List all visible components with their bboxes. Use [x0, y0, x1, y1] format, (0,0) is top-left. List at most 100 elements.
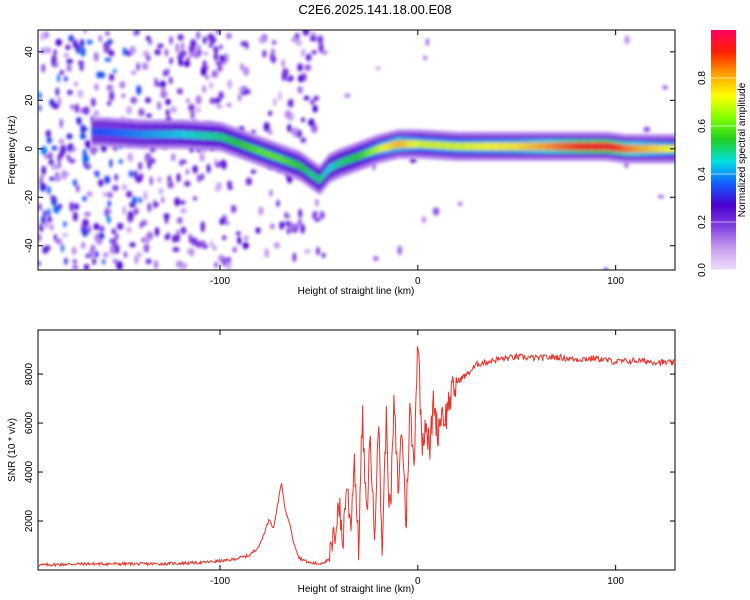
noise-speckle — [106, 84, 114, 91]
colorbar-cell — [711, 226, 736, 228]
noise-speckle — [662, 85, 668, 90]
ridge-cell — [432, 140, 434, 149]
noise-speckle — [344, 93, 351, 98]
colorbar-cell — [711, 127, 736, 129]
colorbar-cell — [711, 153, 736, 155]
ridge-cell — [594, 142, 597, 151]
ridge-cell — [299, 161, 301, 170]
colorbar-cell — [711, 141, 736, 143]
colorbar-cell — [711, 126, 736, 128]
noise-speckle — [319, 210, 325, 220]
noise-speckle — [240, 63, 244, 71]
ridge-cell — [443, 141, 446, 150]
colorbar-cell — [711, 84, 736, 86]
ridge-cell — [483, 142, 485, 151]
noise-speckle — [86, 39, 93, 45]
colorbar-cell — [711, 58, 736, 60]
ridge-cell — [434, 141, 436, 149]
ridge-cell — [542, 142, 545, 151]
ridge-cell — [168, 130, 171, 139]
noise-speckle — [164, 48, 168, 57]
ridge-cell — [499, 142, 502, 151]
colorbar-cell — [711, 147, 736, 149]
ridge-cell — [515, 142, 517, 151]
noise-speckle — [57, 96, 61, 106]
noise-speckle — [38, 105, 42, 111]
noise-speckle — [240, 40, 247, 47]
ridge-cell — [316, 175, 319, 183]
colorbar-cell — [711, 108, 736, 110]
noise-speckle — [281, 71, 287, 81]
noise-speckle — [225, 221, 230, 226]
ridge-cell — [189, 130, 192, 139]
noise-speckle — [102, 259, 106, 265]
noise-speckle — [104, 175, 111, 184]
noise-speckle — [115, 233, 119, 240]
noise-speckle — [310, 99, 315, 105]
ridge-cell — [537, 142, 540, 151]
ridge-cell — [548, 142, 550, 151]
noise-speckle — [38, 233, 42, 242]
ridge-cell — [534, 142, 536, 151]
ridge-cell — [133, 129, 135, 138]
noise-speckle — [316, 246, 320, 256]
colorbar-cell — [711, 140, 736, 142]
ridge-cell — [408, 140, 410, 148]
colorbar-cell — [711, 76, 736, 78]
colorbar-cell — [711, 122, 736, 124]
ridge-cell — [225, 134, 228, 143]
ridge-cell — [613, 143, 616, 152]
ridge-cell — [345, 157, 347, 165]
ridge-cell — [169, 130, 172, 139]
spectrogram-y-ticks: -40 -20 0 20 40 — [24, 46, 675, 253]
ridge-cell — [166, 130, 168, 139]
ridge-cell — [442, 141, 445, 150]
noise-speckle — [50, 223, 54, 231]
noise-speckle — [321, 50, 328, 56]
spectrogram-y-axis-label: Frequency (Hz) — [7, 116, 18, 185]
noise-speckle — [62, 232, 68, 237]
noise-speckle — [119, 81, 126, 89]
ridge-cell — [358, 152, 361, 160]
colorbar-cell — [711, 253, 736, 255]
colorbar-cell — [711, 83, 736, 85]
ridge-cell — [174, 130, 177, 139]
colorbar-cell — [711, 92, 736, 94]
colorbar-cell — [711, 103, 736, 105]
colorbar-cell — [711, 186, 736, 188]
ridge-cell — [586, 142, 588, 151]
ridge-cell — [161, 130, 163, 139]
noise-speckle — [170, 106, 177, 114]
noise-speckle — [129, 45, 136, 55]
ridge-cell — [106, 128, 109, 137]
ridge-cell — [236, 138, 238, 147]
ridge-cell — [206, 132, 209, 140]
noise-speckle — [270, 48, 275, 56]
colorbar-cell — [711, 185, 736, 187]
ridge-cell — [327, 165, 330, 174]
ridge-cell — [484, 142, 486, 151]
noise-speckle — [271, 55, 277, 64]
ridge-cell — [525, 142, 528, 151]
colorbar-cell — [711, 41, 736, 43]
colorbar-cell — [711, 206, 736, 208]
ridge-cell — [605, 142, 607, 151]
ridge-cell — [389, 142, 391, 150]
ridge-cell — [581, 142, 584, 151]
ridge-cell — [665, 144, 668, 153]
noise-speckle — [72, 264, 79, 270]
ridge-cell — [249, 143, 251, 152]
noise-speckle — [112, 185, 119, 192]
ridge-cell — [151, 130, 154, 139]
ridge-cell — [312, 171, 314, 180]
noise-speckle — [57, 204, 63, 209]
ridge-cell — [385, 143, 388, 151]
colorbar-cell — [711, 224, 736, 226]
ridge-cell — [284, 156, 287, 165]
ridge-cell — [314, 173, 317, 181]
ridge-cell — [352, 154, 355, 163]
ridge-cell — [419, 140, 421, 148]
noise-speckle — [289, 75, 294, 81]
ridge-cell — [570, 142, 573, 151]
